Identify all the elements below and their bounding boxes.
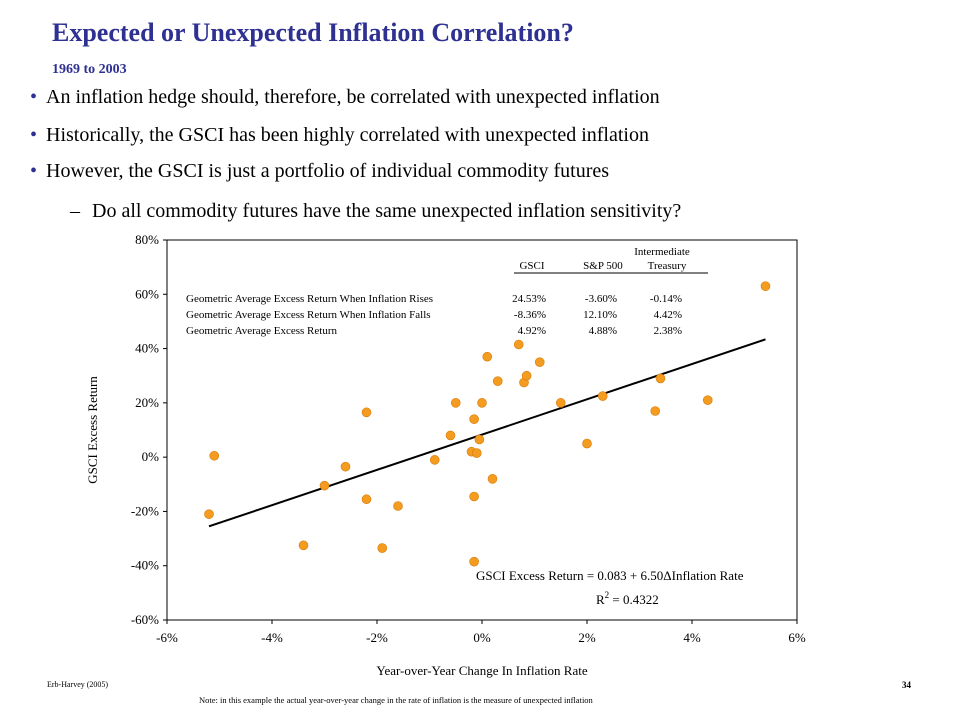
regression-line-group bbox=[208, 338, 766, 528]
x-tick-label: 0% bbox=[473, 630, 491, 645]
data-point bbox=[492, 376, 503, 386]
table-header-top: Intermediate bbox=[634, 246, 690, 258]
data-point bbox=[393, 501, 403, 511]
data-point bbox=[319, 480, 330, 491]
bullet-marker: • bbox=[30, 124, 38, 146]
table-row-label: Geometric Average Excess Return When Inf… bbox=[186, 309, 431, 321]
data-point bbox=[477, 398, 487, 408]
regression-line bbox=[208, 338, 766, 528]
bullet-text: An inflation hedge should, therefore, be… bbox=[46, 86, 660, 108]
axis-ticks bbox=[163, 239, 798, 624]
scatter-chart: 80% 60% 40% 20% 0% -20% -40% -60% -6% -4% -2% 0% 2%… bbox=[85, 232, 806, 678]
data-point bbox=[361, 494, 372, 505]
data-points bbox=[204, 281, 771, 567]
data-point bbox=[298, 540, 309, 551]
y-tick-label: 20% bbox=[135, 395, 159, 410]
data-point bbox=[471, 448, 482, 458]
y-tick-label: 80% bbox=[135, 232, 159, 247]
bullet-marker: • bbox=[30, 160, 38, 182]
data-point bbox=[204, 509, 214, 519]
data-point bbox=[521, 370, 532, 381]
x-tick-label: 4% bbox=[683, 630, 701, 645]
table-col-sp500: S&P 500 bbox=[583, 260, 623, 272]
y-tick-label: -20% bbox=[131, 503, 159, 518]
x-tick-label: -6% bbox=[156, 630, 178, 645]
sub-bullet-marker: – bbox=[70, 200, 80, 222]
x-tick-label: -4% bbox=[261, 630, 283, 645]
data-point bbox=[482, 351, 493, 362]
data-point bbox=[582, 438, 592, 449]
source-citation: Erb-Harvey (2005) bbox=[47, 680, 109, 689]
data-point bbox=[361, 407, 372, 418]
data-point bbox=[450, 398, 461, 408]
x-tick-label: 2% bbox=[578, 630, 596, 645]
y-axis-label: GSCI Excess Return bbox=[85, 376, 100, 484]
y-tick-label: 60% bbox=[135, 286, 159, 301]
table-cell: -3.60% bbox=[585, 293, 617, 305]
data-point bbox=[534, 357, 545, 367]
r-squared-exponent: 2 bbox=[605, 590, 610, 600]
table-row-label: Geometric Average Excess Return bbox=[186, 325, 337, 337]
y-tick-label: 40% bbox=[135, 341, 159, 356]
table-col-gsci: GSCI bbox=[519, 260, 544, 272]
y-tick-label: 0% bbox=[142, 449, 160, 464]
r-squared-label: R bbox=[596, 592, 605, 607]
sub-bullet-text: Do all commodity futures have the same u… bbox=[92, 200, 682, 222]
y-tick-label: -60% bbox=[131, 612, 159, 627]
bullet-text: Historically, the GSCI has been highly c… bbox=[46, 124, 649, 146]
stats-table: Intermediate GSCI S&P 500 Treasury Geome… bbox=[186, 246, 708, 337]
table-cell: 12.10% bbox=[583, 309, 617, 321]
data-point bbox=[469, 414, 479, 424]
y-tick-label: -40% bbox=[131, 558, 159, 573]
footnote: Note: in this example the actual year-ov… bbox=[199, 695, 593, 705]
x-axis-label: Year-over-Year Change In Inflation Rate bbox=[376, 663, 588, 678]
table-col-treasury: Treasury bbox=[648, 260, 687, 272]
regression-equation: GSCI Excess Return = 0.083 + 6.50ΔInflat… bbox=[476, 568, 744, 583]
data-point bbox=[429, 455, 440, 465]
r-squared-value: = 0.4322 bbox=[609, 592, 659, 607]
table-row-label: Geometric Average Excess Return When Inf… bbox=[186, 293, 433, 305]
table-cell: 4.92% bbox=[518, 325, 546, 337]
data-point bbox=[597, 391, 608, 401]
data-point bbox=[469, 556, 479, 567]
x-tick-label: 6% bbox=[788, 630, 806, 645]
data-point bbox=[340, 461, 351, 472]
bullet-marker: • bbox=[30, 86, 38, 108]
table-cell: 24.53% bbox=[512, 293, 546, 305]
page-number: 34 bbox=[902, 680, 911, 690]
table-cell: 4.42% bbox=[654, 309, 682, 321]
data-point bbox=[702, 395, 713, 405]
data-point bbox=[513, 339, 524, 350]
table-cell: 4.88% bbox=[589, 325, 617, 337]
data-point bbox=[487, 474, 498, 484]
data-point bbox=[469, 491, 479, 502]
page-title: Expected or Unexpected Inflation Correla… bbox=[52, 18, 574, 47]
x-tick-label: -2% bbox=[366, 630, 388, 645]
data-point bbox=[655, 373, 666, 384]
table-cell: -0.14% bbox=[650, 293, 682, 305]
bullet-text: However, the GSCI is just a portfolio of… bbox=[46, 160, 610, 182]
data-point bbox=[650, 406, 661, 416]
y-tick-labels: 80% 60% 40% 20% 0% -20% -40% -60% bbox=[131, 232, 159, 627]
r-squared: R2 = 0.4322 bbox=[596, 590, 659, 607]
page-subtitle: 1969 to 2003 bbox=[52, 62, 127, 77]
data-point bbox=[555, 398, 566, 408]
table-cell: 2.38% bbox=[654, 325, 682, 337]
data-point bbox=[445, 430, 456, 441]
data-point bbox=[474, 434, 485, 445]
data-point bbox=[377, 543, 388, 553]
data-point bbox=[209, 450, 220, 461]
x-tick-labels: -6% -4% -2% 0% 2% 4% 6% bbox=[156, 630, 806, 645]
table-cell: -8.36% bbox=[514, 309, 546, 321]
data-point bbox=[760, 281, 771, 291]
